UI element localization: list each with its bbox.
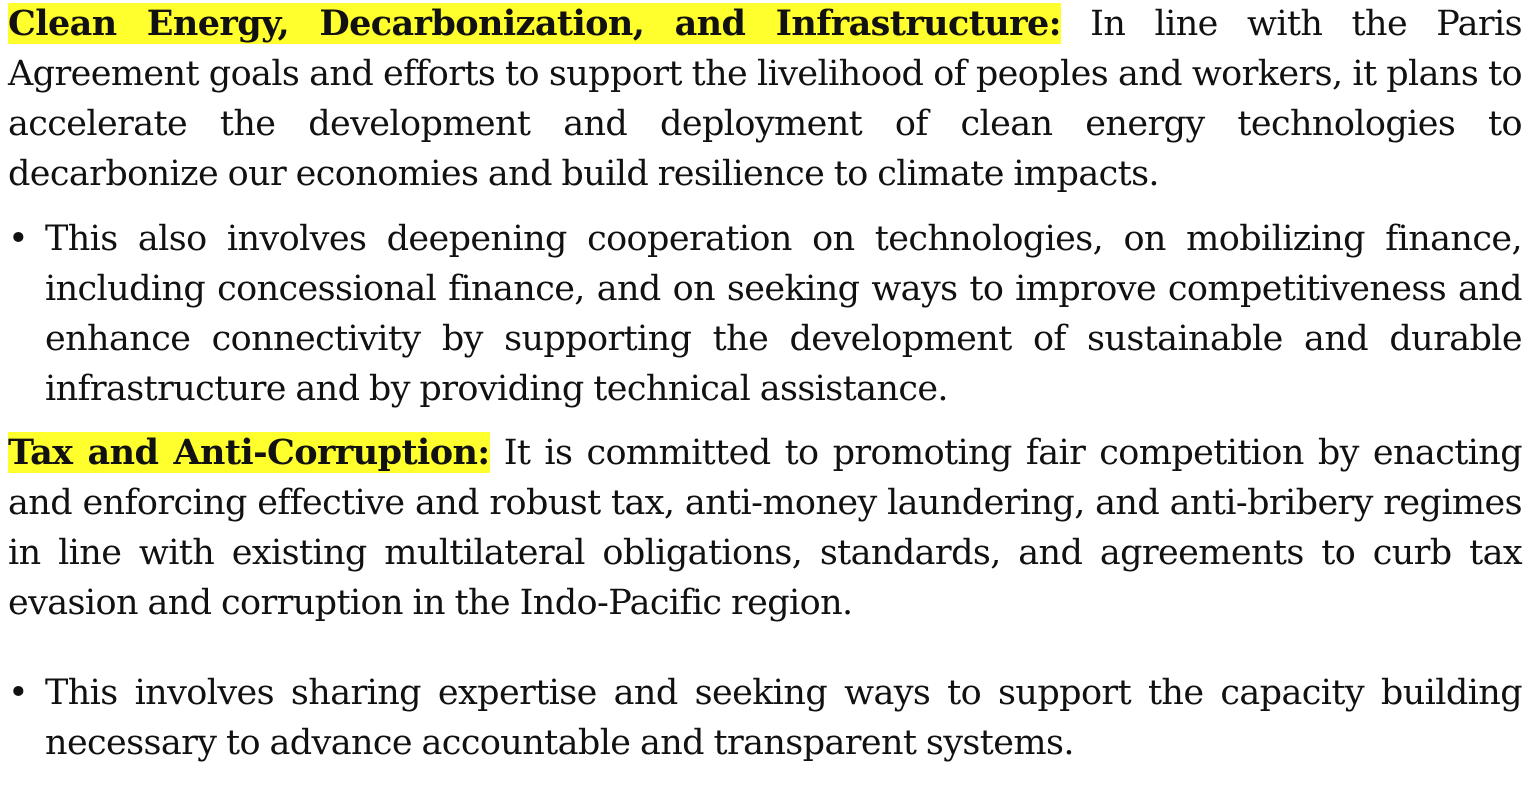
- section-heading-clean-energy: Clean Energy, Decarbonization, and Infra…: [8, 3, 1062, 44]
- bullet-text-tax: This involves sharing expertise and seek…: [45, 673, 1523, 763]
- section-tax-paragraph: Tax and Anti-Corruption: It is committed…: [8, 428, 1523, 628]
- bullet-item-tax: • This involves sharing expertise and se…: [8, 668, 1523, 768]
- section-heading-tax: Tax and Anti-Corruption:: [8, 432, 490, 473]
- bullet-icon: •: [8, 219, 29, 259]
- section-body-tax: It is committed to promoting fair compet…: [8, 433, 1523, 623]
- bullet-text-clean-energy: This also involves deepening cooperation…: [45, 219, 1523, 409]
- section-body-clean-energy: In line with the Paris Agreement goals a…: [8, 4, 1523, 194]
- bullet-icon: •: [8, 673, 29, 713]
- bullet-item-clean-energy: • This also involves deepening cooperati…: [8, 214, 1523, 414]
- section-clean-energy-paragraph: Clean Energy, Decarbonization, and Infra…: [8, 0, 1523, 199]
